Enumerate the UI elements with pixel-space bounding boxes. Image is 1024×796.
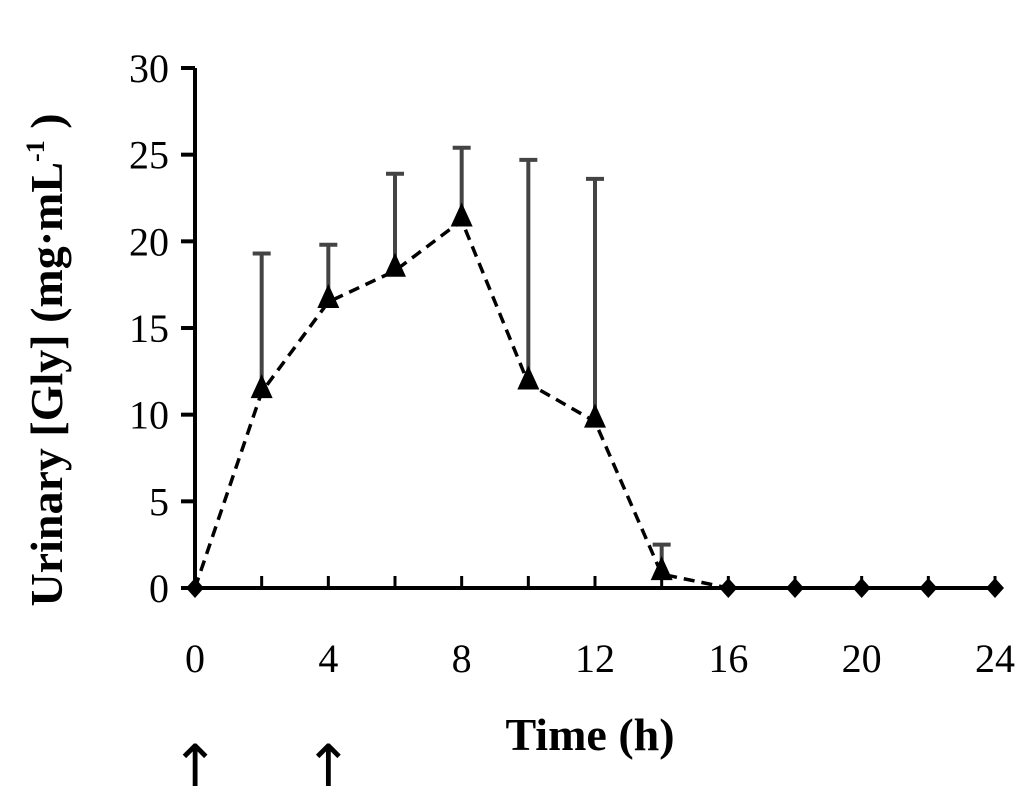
data-point xyxy=(517,365,540,390)
y-tick-label: 5 xyxy=(149,479,169,524)
data-point xyxy=(986,578,1004,598)
y-tick-label: 0 xyxy=(149,566,169,611)
data-point xyxy=(317,284,340,308)
data-point xyxy=(450,202,473,227)
x-axis-title: Time (h) xyxy=(505,709,674,760)
y-tick-label: 20 xyxy=(129,219,169,264)
y-tick-label: 25 xyxy=(129,133,169,178)
data-point xyxy=(584,403,606,428)
x-tick-label: 20 xyxy=(842,636,882,681)
y-tick-label: 15 xyxy=(129,306,169,351)
y-tick-label: 10 xyxy=(129,393,169,438)
data-point xyxy=(786,578,804,598)
y-axis-title-superscript: -1 xyxy=(21,140,50,162)
data-point xyxy=(650,556,673,581)
data-point xyxy=(852,578,871,598)
x-tick-label: 4 xyxy=(318,636,338,681)
markers xyxy=(186,202,1004,598)
dose-arrow: ↑ xyxy=(304,732,353,796)
y-axis-title-main: Urinary [Gly] (mg·mL xyxy=(21,162,72,607)
y-tick-label: 30 xyxy=(129,46,169,91)
x-tick-label: 24 xyxy=(975,636,1015,681)
x-tick-label: 12 xyxy=(575,636,615,681)
dose-arrow: ↑ xyxy=(171,732,220,796)
x-axis: 0 4 8 12 16 20 24 xyxy=(185,576,1015,681)
x-tick-label: 8 xyxy=(452,636,472,681)
x-tick-label: 16 xyxy=(708,636,748,681)
y-axis-title-group: Urinary [Gly] (mg·mL-1 ) xyxy=(21,113,72,606)
y-axis: 0 5 10 15 20 25 30 xyxy=(129,46,197,611)
data-point xyxy=(384,252,406,277)
dose-arrows: ↑ ↑ xyxy=(171,732,353,796)
data-point xyxy=(719,578,738,598)
x-tick-label: 0 xyxy=(185,636,205,681)
data-point xyxy=(919,578,938,598)
y-axis-title-end: ) xyxy=(21,113,72,140)
y-axis-title: Urinary [Gly] (mg·mL-1 ) xyxy=(21,113,72,606)
data-point xyxy=(186,578,204,598)
data-point xyxy=(250,374,273,399)
